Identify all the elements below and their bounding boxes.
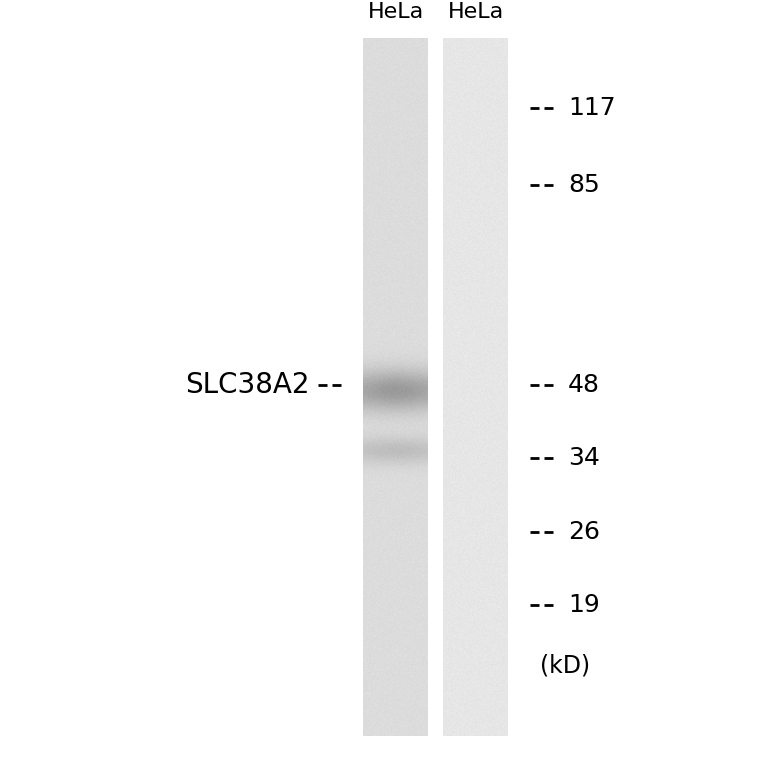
Text: HeLa: HeLa bbox=[368, 2, 424, 22]
Text: 26: 26 bbox=[568, 520, 600, 544]
Text: 85: 85 bbox=[568, 173, 600, 197]
Text: 117: 117 bbox=[568, 96, 616, 120]
Text: 48: 48 bbox=[568, 373, 600, 397]
Text: HeLa: HeLa bbox=[448, 2, 504, 22]
Text: 34: 34 bbox=[568, 446, 600, 470]
Text: 19: 19 bbox=[568, 593, 600, 617]
Text: SLC38A2: SLC38A2 bbox=[186, 371, 310, 399]
Text: (kD): (kD) bbox=[540, 653, 590, 677]
